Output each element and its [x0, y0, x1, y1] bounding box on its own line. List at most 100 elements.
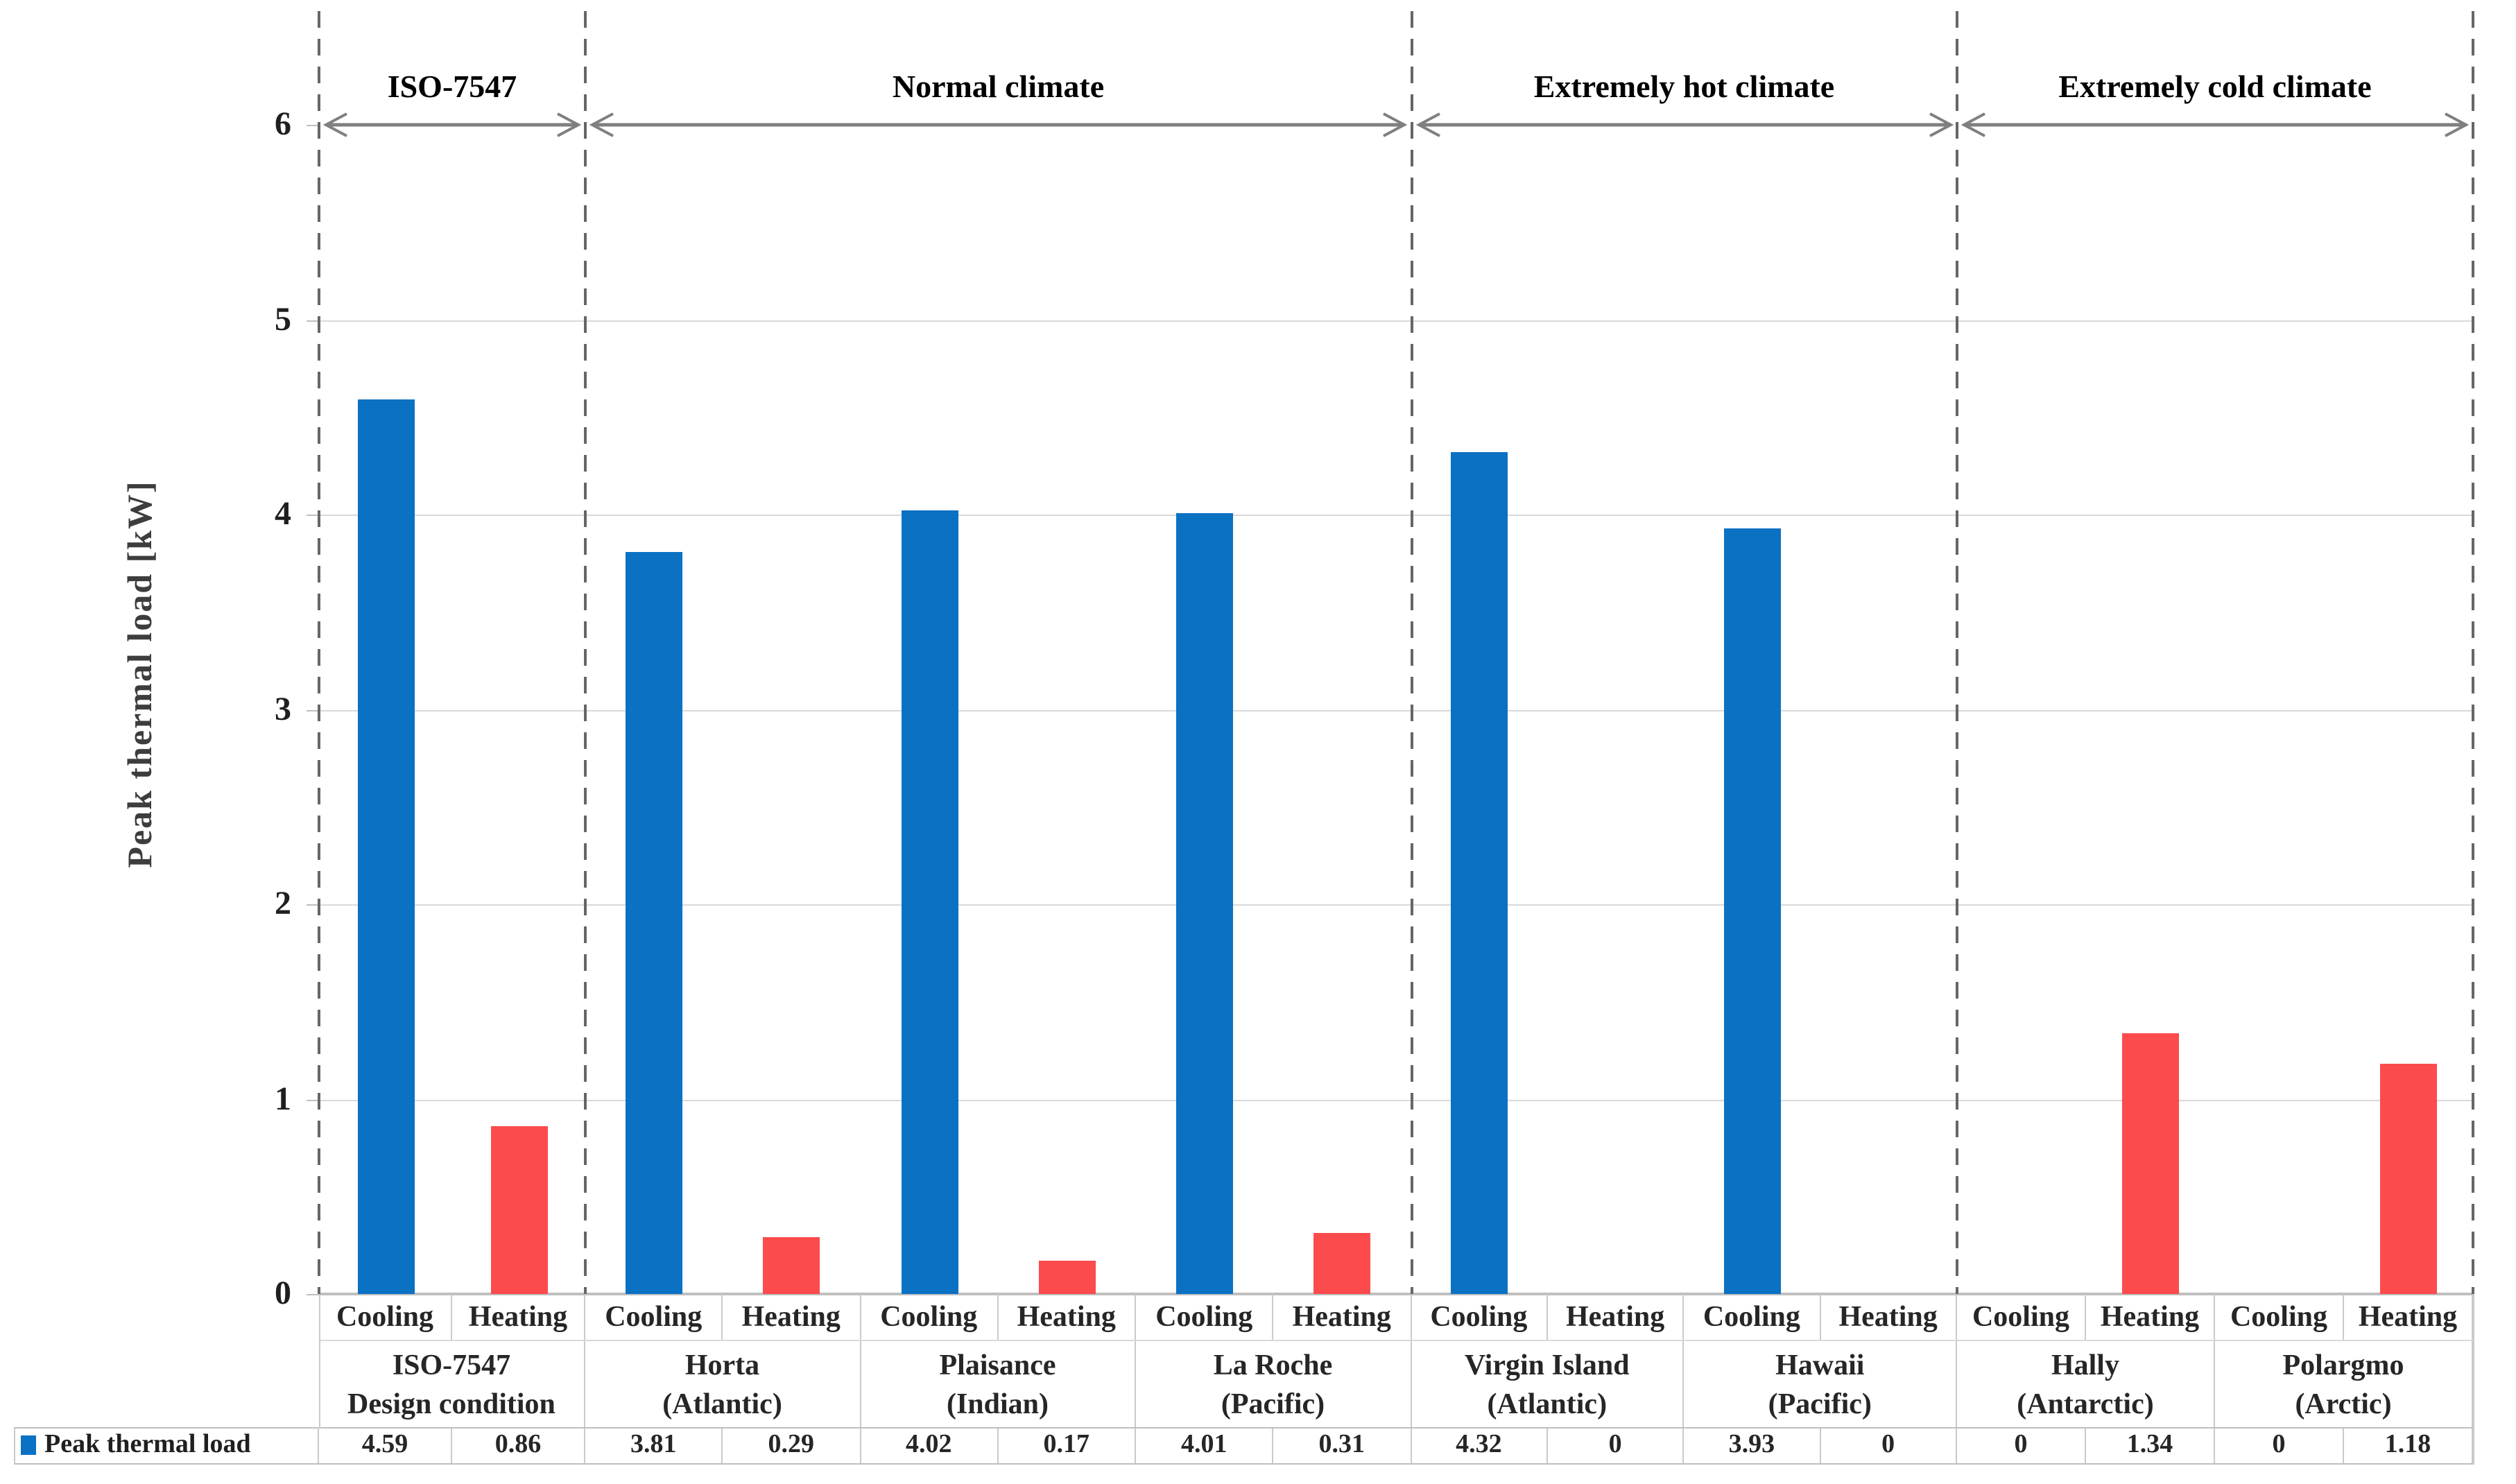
y-tick-label-1: 1: [275, 1081, 291, 1117]
y-tick-5: [307, 320, 319, 321]
x-label-cooling-horta: Cooling: [585, 1294, 723, 1340]
group-label-virgin-island: Virgin Island (Atlantic): [1411, 1340, 1684, 1428]
group-label-iso-7547: ISO-7547 Design condition: [319, 1340, 585, 1428]
section-divider-2: [1410, 11, 1413, 1294]
table-value-heating-horta: 0.29: [723, 1428, 861, 1463]
bar-cooling-iso-7547: [357, 399, 414, 1294]
x-label-heating-hally: Heating: [2086, 1294, 2215, 1340]
table-value-cooling-polargmo: 0: [2215, 1428, 2344, 1463]
gridline-2: [319, 904, 2473, 906]
x-label-cooling-polargmo: Cooling: [2215, 1294, 2344, 1340]
bar-cooling-horta: [626, 551, 683, 1294]
x-label-heating-polargmo: Heating: [2344, 1294, 2473, 1340]
gridline-1: [319, 1099, 2473, 1101]
x-label-heating-horta: Heating: [723, 1294, 861, 1340]
gridline-3: [319, 709, 2473, 711]
y-tick-2: [307, 904, 319, 906]
table-value-heating-iso-7547: 0.86: [452, 1428, 585, 1463]
table-value-heating-hawaii: 0: [1820, 1428, 1957, 1463]
table-value-cooling-plaisance: 4.02: [861, 1428, 999, 1463]
y-tick-label-4: 4: [275, 497, 291, 533]
group-label-line-0: Horta: [684, 1347, 760, 1381]
section-range-arrow-extremely-hot-climate: [1415, 112, 1954, 137]
group-label-line-1: (Indian): [946, 1386, 1049, 1420]
table-value-heating-hally: 1.34: [2086, 1428, 2215, 1463]
label-row-separator: [319, 1340, 2473, 1341]
group-label-hawaii: Hawaii (Pacific): [1684, 1340, 1957, 1428]
x-label-cooling-plaisance: Cooling: [861, 1294, 999, 1340]
y-tick-label-6: 6: [275, 107, 291, 143]
x-label-heating-hawaii: Heating: [1820, 1294, 1957, 1340]
x-label-cooling-hally: Cooling: [1957, 1294, 2086, 1340]
section-divider-1: [584, 11, 587, 1294]
section-divider-4: [2472, 11, 2474, 1294]
section-header-extremely-cold-climate: Extremely cold climate: [2058, 69, 2372, 104]
section-header-extremely-hot-climate: Extremely hot climate: [1533, 69, 1835, 104]
x-label-cooling-iso-7547: Cooling: [319, 1294, 452, 1340]
bar-cooling-virgin-island: [1451, 452, 1508, 1294]
table-left-edge: [319, 1294, 320, 1428]
group-label-line-0: Virgin Island: [1464, 1347, 1630, 1381]
bar-cooling-plaisance: [901, 510, 958, 1294]
bar-cooling-hawaii: [1723, 528, 1781, 1294]
x-label-cooling-la-roche: Cooling: [1136, 1294, 1274, 1340]
section-divider-0: [318, 11, 320, 1294]
group-label-line-0: Plaisance: [939, 1347, 1056, 1381]
group-label-line-1: (Atlantic): [1487, 1386, 1608, 1420]
group-label-polargmo: Polargmo (Arctic): [2215, 1340, 2473, 1428]
group-label-line-0: Hally: [2051, 1347, 2119, 1381]
bar-heating-la-roche: [1313, 1233, 1371, 1294]
section-range-arrow-iso-7547: [322, 112, 582, 137]
group-label-line-1: (Atlantic): [662, 1386, 782, 1420]
table-value-heating-la-roche: 0.31: [1274, 1428, 1411, 1463]
bar-cooling-la-roche: [1176, 512, 1234, 1294]
legend-marker-swatch: [21, 1435, 36, 1455]
table-value-heating-virgin-island: 0: [1548, 1428, 1684, 1463]
section-header-normal-climate: Normal climate: [892, 69, 1105, 104]
section-header-iso-7547: ISO-7547: [387, 69, 517, 104]
x-label-heating-virgin-island: Heating: [1548, 1294, 1684, 1340]
group-label-plaisance: Plaisance (Indian): [861, 1340, 1136, 1428]
section-range-arrow-extremely-cold-climate: [1961, 112, 2470, 137]
section-range-arrow-normal-climate: [589, 112, 1408, 137]
bar-heating-polargmo: [2380, 1064, 2437, 1294]
table-value-cooling-la-roche: 4.01: [1136, 1428, 1274, 1463]
legend-label: Peak thermal load: [44, 1430, 251, 1459]
x-label-cooling-virgin-island: Cooling: [1411, 1294, 1548, 1340]
group-label-line-1: (Pacific): [1221, 1386, 1325, 1420]
table-value-cooling-horta: 3.81: [585, 1428, 723, 1463]
bar-heating-plaisance: [1038, 1261, 1096, 1294]
group-label-line-1: (Arctic): [2295, 1386, 2392, 1420]
table-value-cooling-virgin-island: 4.32: [1411, 1428, 1548, 1463]
group-label-hally: Hally (Antarctic): [1957, 1340, 2215, 1428]
group-label-line-0: Polargmo: [2282, 1347, 2404, 1381]
bar-heating-hally: [2122, 1033, 2179, 1294]
legend: Peak thermal load: [14, 1427, 319, 1463]
group-label-line-0: Hawaii: [1775, 1347, 1865, 1381]
y-tick-label-2: 2: [275, 886, 291, 922]
group-label-line-1: (Pacific): [1768, 1386, 1872, 1420]
y-tick-label-0: 0: [275, 1276, 291, 1312]
x-axis-line: [319, 1293, 2473, 1295]
group-label-line-1: Design condition: [347, 1386, 555, 1420]
table-value-heating-plaisance: 0.17: [999, 1428, 1136, 1463]
x-label-cooling-hawaii: Cooling: [1684, 1294, 1821, 1340]
y-tick-0: [307, 1294, 319, 1295]
x-label-heating-plaisance: Heating: [999, 1294, 1136, 1340]
y-tick-6: [307, 125, 319, 126]
group-label-horta: Horta (Atlantic): [585, 1340, 861, 1428]
table-value-cooling-iso-7547: 4.59: [319, 1428, 452, 1463]
table-value-cooling-hally: 0: [1957, 1428, 2086, 1463]
bar-heating-horta: [763, 1237, 820, 1294]
y-tick-3: [307, 709, 319, 711]
table-right-edge: [2473, 1294, 2474, 1464]
group-label-line-1: (Antarctic): [2017, 1386, 2154, 1420]
group-label-la-roche: La Roche (Pacific): [1136, 1340, 1411, 1428]
y-tick-label-5: 5: [275, 302, 291, 338]
group-label-line-0: La Roche: [1213, 1347, 1333, 1381]
section-divider-3: [1956, 11, 1958, 1294]
y-tick-label-3: 3: [275, 691, 291, 727]
gridline-5: [319, 320, 2473, 321]
